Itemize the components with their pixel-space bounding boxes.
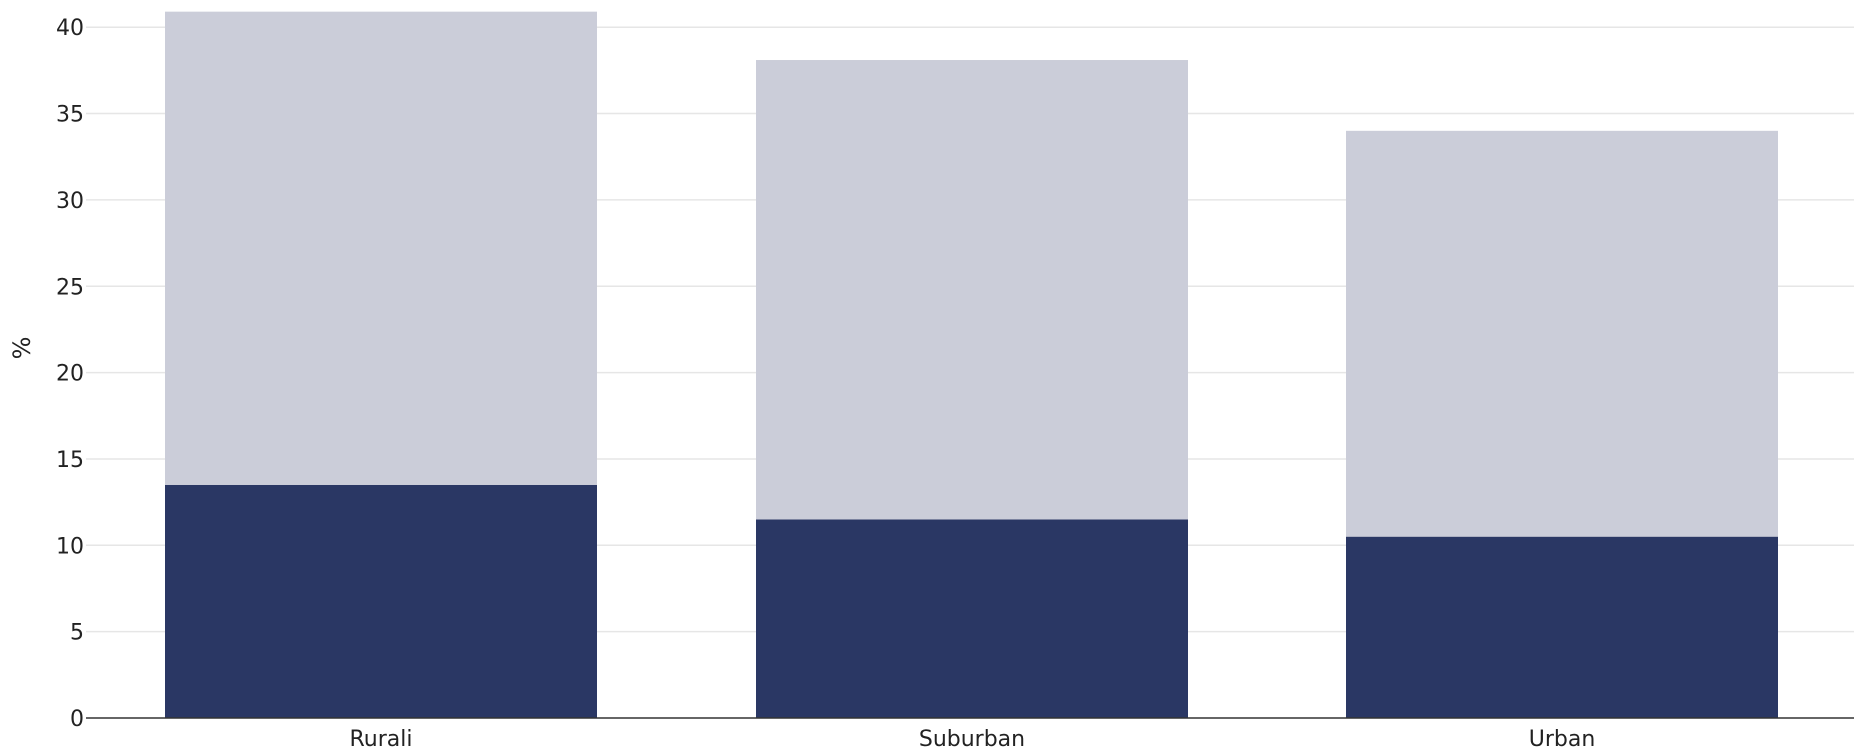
x-tick-label: Suburban (919, 727, 1025, 750)
y-tick-label: 30 (56, 189, 84, 214)
x-tick-label: Urban (1529, 727, 1596, 750)
y-tick-label: 15 (56, 448, 84, 473)
x-tick-label: Rurali (350, 727, 413, 750)
y-tick-label: 40 (56, 16, 84, 41)
bar-rurali-segment-1 (165, 484, 597, 718)
y-tick-label: 25 (56, 275, 84, 300)
y-tick-label: 5 (70, 621, 84, 646)
bar-urban-segment-2 (1346, 130, 1778, 537)
y-tick-label: 0 (70, 707, 84, 732)
y-tick-label: 20 (56, 362, 84, 387)
y-tick-label: 35 (56, 103, 84, 128)
bar-suburban-segment-1 (756, 519, 1188, 718)
bar-rurali-segment-2 (165, 11, 597, 485)
bar-suburban-segment-2 (756, 60, 1188, 520)
bars (165, 11, 1778, 718)
y-tick-label: 10 (56, 534, 84, 559)
y-axis-title: % (8, 337, 36, 360)
x-axis-ticks: Rurali Suburban Urban (350, 727, 1596, 750)
bar-urban-segment-1 (1346, 536, 1778, 718)
y-axis-ticks: 0 5 10 15 20 25 30 35 40 (56, 16, 84, 732)
